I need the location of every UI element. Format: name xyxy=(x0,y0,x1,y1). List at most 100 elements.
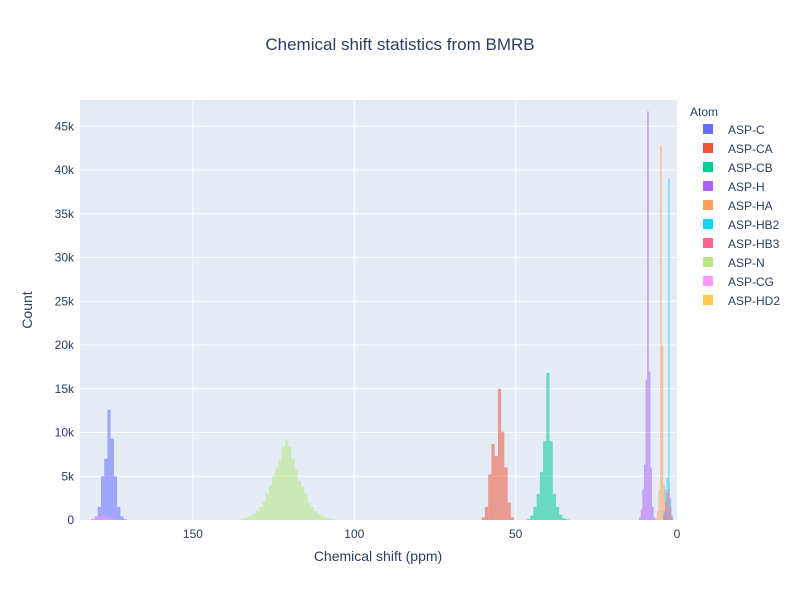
legend-title: Atom xyxy=(690,105,718,119)
series-asp-h xyxy=(639,111,657,520)
histogram-bar xyxy=(100,476,105,520)
histogram-bar xyxy=(104,458,108,520)
histogram-bar xyxy=(94,517,98,520)
histogram-bar xyxy=(281,446,285,520)
histogram-bar xyxy=(639,517,641,520)
histogram-bar xyxy=(664,502,667,520)
legend-swatch xyxy=(703,238,713,248)
histogram-bar xyxy=(484,506,489,520)
histogram-bar xyxy=(278,460,282,520)
legend: Atom ASP-C ASP-CA ASP-CB ASP-H ASP-HA ASP-HB2… xyxy=(690,105,780,308)
histogram-bar xyxy=(304,493,308,520)
histogram-bar xyxy=(643,464,646,520)
histogram-bar xyxy=(661,345,664,520)
histogram-bar xyxy=(113,476,118,520)
series-asp-ca xyxy=(481,388,515,520)
histogram-bar xyxy=(488,474,492,520)
histogram-bars xyxy=(88,111,673,520)
histogram-bar xyxy=(658,518,661,520)
series-asp-hb3 xyxy=(663,489,673,520)
legend-item[interactable]: ASP-HB3 xyxy=(703,237,780,251)
legend-swatch xyxy=(703,295,713,305)
histogram-bar xyxy=(645,380,648,520)
histogram-bar xyxy=(650,467,652,520)
histogram-bar xyxy=(313,511,318,520)
histogram-bar xyxy=(539,471,544,520)
histogram-bar xyxy=(663,515,665,520)
histogram-bar xyxy=(265,493,269,520)
y-tick-label: 20k xyxy=(55,338,75,352)
legend-item[interactable]: ASP-CA xyxy=(703,142,773,156)
legend-item[interactable]: ASP-CG xyxy=(703,275,774,289)
histogram-bar xyxy=(97,516,101,520)
legend-item[interactable]: ASP-HB2 xyxy=(703,218,780,232)
histogram-bar xyxy=(660,145,662,520)
histogram-bar xyxy=(565,519,569,520)
histogram-bar xyxy=(647,111,649,520)
histogram-bar xyxy=(655,519,657,520)
plot-background xyxy=(80,100,677,520)
grid-lines xyxy=(80,100,677,520)
legend-item[interactable]: ASP-H xyxy=(703,180,765,194)
histogram-bar xyxy=(669,506,672,520)
histogram-bar xyxy=(510,517,515,520)
histogram-bar xyxy=(272,476,276,520)
y-tick-label: 35k xyxy=(55,207,75,221)
histogram-bar xyxy=(640,509,643,520)
histogram-bar xyxy=(242,518,247,520)
histogram-bar xyxy=(320,515,324,520)
histogram-bar xyxy=(656,511,659,520)
legend-label: ASP-CA xyxy=(728,142,773,156)
series-asp-n xyxy=(239,439,340,520)
y-tick-label: 45k xyxy=(55,119,75,133)
y-tick-label: 15k xyxy=(55,382,75,396)
y-tick-label: 40k xyxy=(55,163,75,177)
histogram-bar xyxy=(294,469,298,520)
histogram-bar xyxy=(559,514,563,520)
histogram-bar xyxy=(323,517,327,520)
histogram-bar xyxy=(330,518,334,520)
histogram-bar xyxy=(526,519,531,520)
histogram-bar xyxy=(310,506,314,520)
histogram-bar xyxy=(562,518,566,520)
histogram-bar xyxy=(663,485,665,520)
histogram-bar xyxy=(259,506,263,520)
legend-item[interactable]: ASP-N xyxy=(703,256,765,270)
histogram-bar xyxy=(552,493,556,520)
legend-label: ASP-C xyxy=(728,123,765,137)
legend-swatch xyxy=(703,143,713,153)
histogram-bar xyxy=(110,438,114,520)
y-tick-label: 30k xyxy=(55,251,75,265)
histogram-bar xyxy=(497,388,502,520)
y-axis-title: Count xyxy=(19,291,35,328)
y-tick-label: 10k xyxy=(55,426,75,440)
series-asp-cb xyxy=(526,373,569,520)
histogram-bar xyxy=(91,518,95,520)
histogram-bar xyxy=(504,467,508,520)
legend-item[interactable]: ASP-C xyxy=(703,123,765,137)
legend-items: ASP-C ASP-CA ASP-CB ASP-H ASP-HA ASP-HB2 ASP-H… xyxy=(703,123,780,308)
histogram-bar xyxy=(653,517,656,520)
chart-title: Chemical shift statistics from BMRB xyxy=(265,35,534,54)
y-tick-label: 0 xyxy=(67,513,74,527)
x-tick-label: 150 xyxy=(183,527,203,541)
histogram-bar xyxy=(533,506,537,520)
y-tick-label: 5k xyxy=(61,469,75,483)
histogram-bar xyxy=(104,516,108,520)
histogram-bar xyxy=(262,502,266,520)
histogram-bar xyxy=(100,515,105,520)
series-asp-hd2 xyxy=(656,518,664,520)
histogram-bar xyxy=(481,517,485,520)
histogram-bar xyxy=(666,493,669,520)
legend-item[interactable]: ASP-HA xyxy=(703,199,773,213)
histogram-bar xyxy=(110,518,114,520)
histogram-bar xyxy=(107,517,111,520)
legend-item[interactable]: ASP-HD2 xyxy=(703,294,780,308)
histogram-bar xyxy=(239,519,243,520)
histogram-bar xyxy=(333,519,337,520)
histogram-bar xyxy=(123,519,127,520)
legend-label: ASP-CB xyxy=(728,161,773,175)
histogram-bar xyxy=(671,517,673,520)
legend-item[interactable]: ASP-CB xyxy=(703,161,773,175)
